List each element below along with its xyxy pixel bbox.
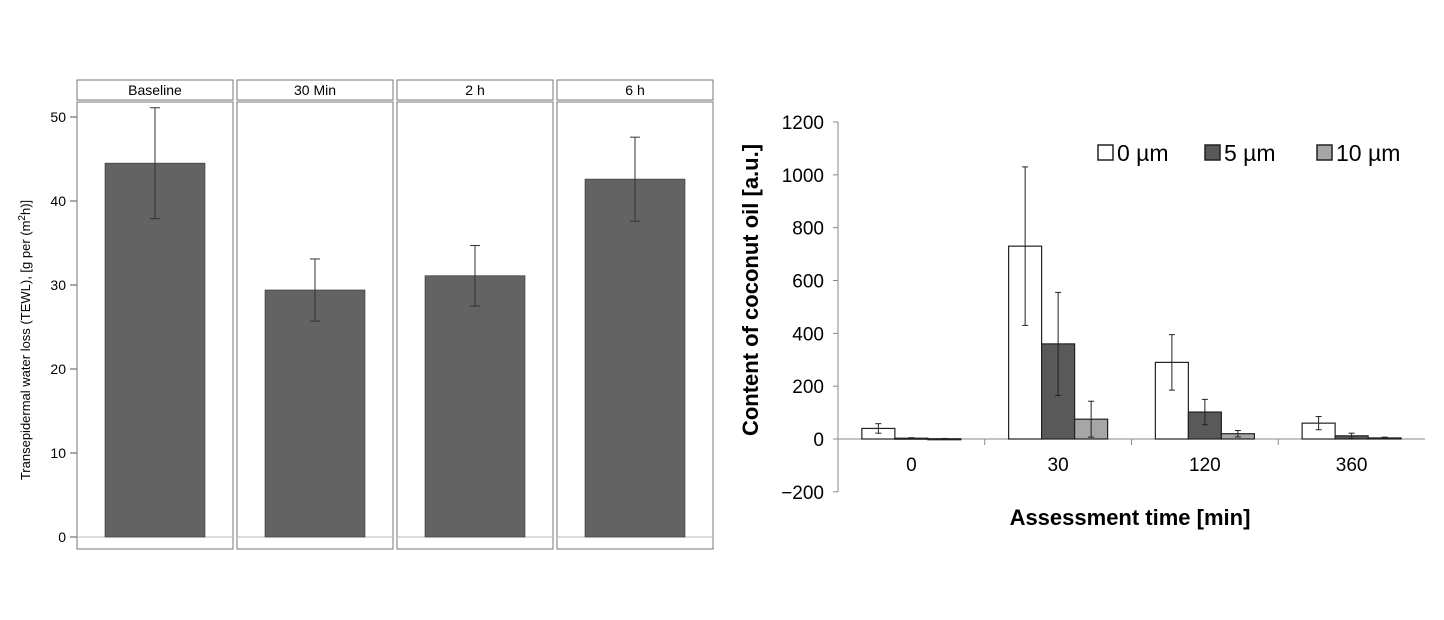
oil-y-tick-label: 0 [813, 430, 824, 451]
facet-strip [236, 79, 394, 101]
tewl-y-tick-label: 10 [50, 445, 66, 461]
facet-label: 2 h [465, 82, 484, 98]
facet-strip [396, 79, 554, 101]
oil-y-tick-label: −200 [781, 483, 824, 504]
oil-y-tick-label: 800 [792, 219, 824, 240]
facet-label: 6 h [625, 82, 644, 98]
tewl-y-tick-label: 20 [50, 361, 66, 377]
oil-y-tick-label: 1200 [782, 113, 824, 134]
legend-label: 5 µm [1224, 140, 1276, 166]
tewl-y-tick-label: 40 [50, 193, 66, 209]
oil-x-tick-label: 0 [906, 455, 917, 476]
tewl-y-tick-label: 0 [58, 529, 66, 545]
oil-x-tick-label: 360 [1336, 455, 1368, 476]
tewl-y-tick-label: 30 [50, 277, 66, 293]
tewl-bar [584, 178, 686, 538]
oil-y-tick-label: 600 [792, 272, 824, 293]
facet-strip [76, 79, 234, 101]
tewl-bar [104, 162, 206, 538]
oil-x-tick-label: 30 [1048, 455, 1069, 476]
facet-label: Baseline [128, 82, 182, 98]
legend-swatch [1204, 144, 1221, 161]
legend-swatch [1316, 144, 1333, 161]
oil-y-tick-label: 400 [792, 324, 824, 345]
oil-x-tick-label: 120 [1189, 455, 1221, 476]
oil-x-axis-label: Assessment time [min] [1010, 505, 1251, 530]
oil-y-tick-label: 1000 [782, 166, 824, 187]
oil-y-axis-label: Content of coconut oil [a.u.] [738, 144, 763, 436]
facet-label: 30 Min [294, 82, 336, 98]
legend-swatch [1097, 144, 1114, 161]
legend-label: 0 µm [1117, 140, 1169, 166]
legend-label: 10 µm [1336, 140, 1400, 166]
oil-y-tick-label: 200 [792, 377, 824, 398]
facet-strip [556, 79, 714, 101]
tewl-y-tick-label: 50 [50, 109, 66, 125]
tewl-y-axis-label: Transepidermal water loss (TEWL), [g per… [17, 200, 33, 480]
tewl-bar [264, 289, 366, 538]
tewl-bar [424, 275, 526, 538]
